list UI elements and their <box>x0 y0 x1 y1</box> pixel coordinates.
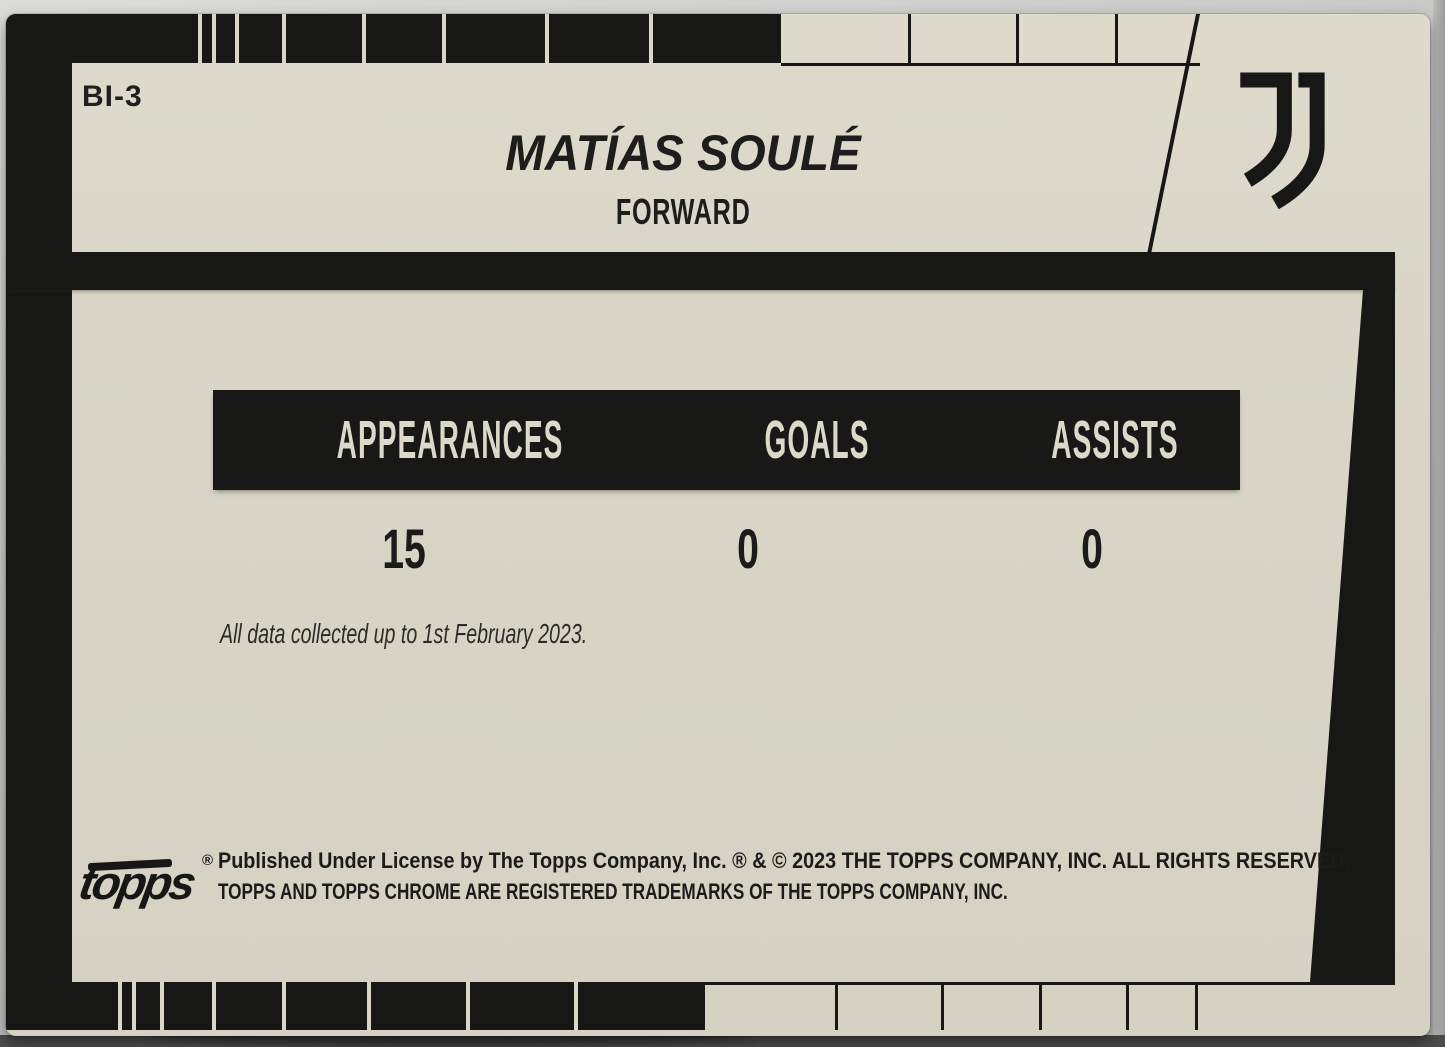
stripe <box>1195 982 1198 1030</box>
stripe <box>160 982 164 1030</box>
card-number: BI-3 <box>82 80 143 113</box>
stripe <box>1126 982 1129 1030</box>
player-header: MATÍAS SOULÉ FORWARD <box>72 124 1294 233</box>
stripe <box>282 982 286 1030</box>
stripe <box>212 982 216 1030</box>
header-divider-bar <box>6 252 1395 290</box>
band-bottom-edge <box>781 63 1200 66</box>
left-frame-border <box>6 14 72 1030</box>
stripe <box>442 14 446 63</box>
stripe <box>908 14 911 63</box>
juventus-logo <box>1240 72 1325 210</box>
stripe <box>574 982 578 1030</box>
legal-line-2: TOPPS AND TOPPS CHROME ARE REGISTERED TR… <box>218 879 1008 904</box>
stripe <box>545 14 549 63</box>
stripe <box>198 14 202 63</box>
legal-line-1: Published Under License by The Topps Com… <box>218 848 1350 873</box>
band-top-edge <box>705 982 1395 985</box>
stat-value-appearances: 15 <box>382 516 426 580</box>
player-position: FORWARD <box>615 191 751 232</box>
stripe <box>835 982 838 1030</box>
legal-text: Published Under License by The Topps Com… <box>218 848 1430 905</box>
trading-card-back: BI-3 MATÍAS SOULÉ FORWARD APPEARANCES GO… <box>6 14 1430 1036</box>
stats-column-headers: APPEARANCES GOALS ASSISTS <box>232 390 1264 490</box>
background-right-edge <box>1433 0 1445 1047</box>
topps-logo: topps <box>75 847 210 917</box>
stripe <box>941 982 944 1030</box>
topps-logo-text: topps <box>75 856 198 909</box>
stat-value-goals: 0 <box>737 516 759 580</box>
stripe <box>362 14 366 63</box>
stripe <box>1039 982 1042 1030</box>
stat-label-assists: ASSISTS <box>1051 410 1179 470</box>
stripe <box>212 14 216 63</box>
player-name: MATÍAS SOULÉ <box>505 125 861 181</box>
stripe <box>118 982 122 1030</box>
top-stripe-band <box>6 14 781 63</box>
data-collection-note: All data collected up to 1st February 20… <box>220 618 588 649</box>
stat-value-assists: 0 <box>1081 516 1103 580</box>
registered-trademark-symbol: ® <box>202 852 214 869</box>
stripe <box>1115 14 1118 63</box>
stripe <box>282 14 286 63</box>
stripe <box>466 982 470 1030</box>
bottom-stripe-band <box>6 982 1430 1030</box>
stat-label-goals: GOALS <box>764 410 870 470</box>
stat-label-appearances: APPEARANCES <box>336 410 564 470</box>
stats-header-bar <box>213 390 1240 490</box>
stats-values-row: 15 0 0 <box>232 512 1264 584</box>
bottom-band-black <box>6 982 705 1030</box>
stripe <box>132 982 136 1030</box>
stripe <box>367 982 371 1030</box>
stripe <box>1016 14 1019 63</box>
stripe <box>649 14 653 63</box>
stripe <box>235 14 239 63</box>
